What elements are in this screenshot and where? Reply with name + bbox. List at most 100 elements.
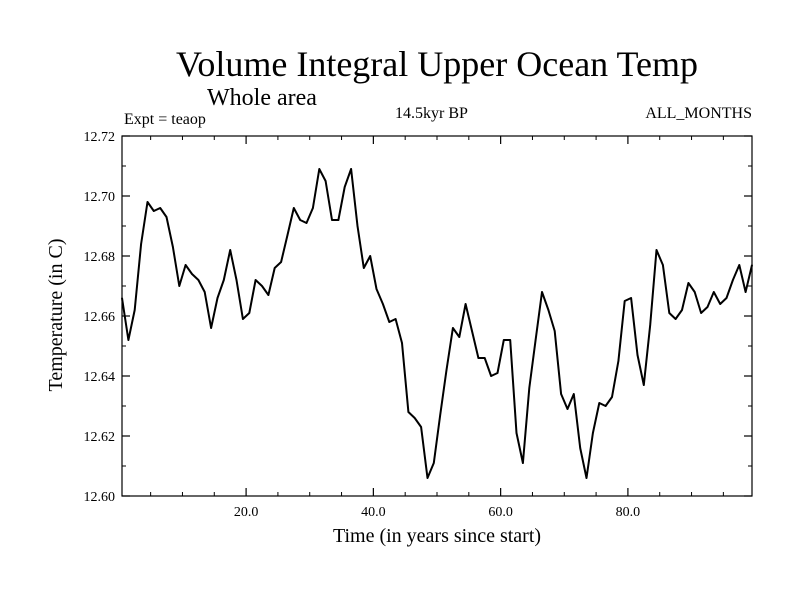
data-point (604, 405, 607, 407)
data-point (146, 201, 149, 203)
data-point (229, 249, 231, 251)
data-point (668, 312, 671, 314)
y-tick-label: 12.72 (84, 130, 116, 145)
data-point (121, 297, 123, 299)
data-point (592, 432, 594, 434)
data-point (528, 387, 531, 389)
data-point (159, 207, 161, 209)
data-point (407, 411, 410, 413)
data-point (178, 285, 181, 287)
experiment-note: Expt = teaop (124, 111, 206, 128)
data-point (433, 462, 435, 464)
data-point (744, 291, 747, 293)
data-point (713, 291, 715, 293)
data-point (649, 324, 651, 326)
data-point (687, 282, 690, 284)
data-point (630, 297, 632, 299)
data-point (732, 279, 734, 281)
data-point (401, 342, 403, 344)
data-point (573, 393, 575, 395)
period-note: 14.5kyr BP (395, 105, 468, 122)
chart-subtitle: Whole area (207, 85, 317, 111)
data-point (197, 279, 200, 281)
data-point (153, 210, 155, 212)
data-point (273, 267, 276, 269)
data-point (127, 339, 130, 341)
data-point (216, 297, 219, 299)
data-point (566, 408, 569, 410)
data-point (617, 360, 620, 362)
x-axis-ticks: 20.0 40.0 60.0 80.0 (150, 136, 724, 520)
data-point (611, 396, 613, 398)
data-point (356, 225, 359, 227)
data-point (248, 312, 251, 314)
data-point (662, 264, 664, 266)
data-point (280, 261, 282, 263)
data-point (693, 291, 696, 293)
data-point (579, 447, 581, 449)
data-point (286, 234, 289, 236)
data-point (483, 357, 486, 359)
y-axis-ticks: 12.60 12.62 12.64 12.66 12.68 12.70 12.72 (84, 130, 752, 505)
data-point (509, 339, 512, 341)
data-point (674, 318, 677, 320)
data-point (382, 303, 384, 305)
data-point (312, 207, 314, 209)
data-point (305, 222, 308, 224)
data-point (738, 264, 741, 266)
data-point (725, 297, 728, 299)
data-point (503, 339, 505, 341)
data-point (464, 303, 467, 305)
data-point (547, 309, 550, 311)
data-point (452, 327, 454, 329)
data-point (375, 288, 378, 290)
data-point (235, 279, 238, 281)
x-tick-label: 20.0 (234, 505, 259, 520)
data-point (751, 264, 753, 266)
data-point (369, 255, 372, 257)
data-point (140, 243, 142, 245)
y-tick-label: 12.68 (84, 250, 116, 265)
data-point (242, 318, 244, 320)
data-point (331, 219, 333, 221)
data-point (706, 306, 709, 308)
data-point (522, 462, 524, 464)
data-point (515, 432, 518, 434)
data-point (343, 186, 346, 188)
data-point (133, 309, 136, 311)
data-point (471, 330, 473, 332)
data-point (496, 372, 499, 374)
data-point (261, 285, 263, 287)
data-point (439, 414, 442, 416)
data-point (388, 321, 391, 323)
data-point (534, 339, 537, 341)
data-point (490, 375, 492, 377)
data-point (681, 309, 683, 311)
data-point (643, 384, 645, 386)
data-point (337, 219, 340, 221)
data-point (363, 267, 365, 269)
y-tick-label: 12.64 (84, 370, 116, 385)
data-point (184, 264, 187, 266)
data-point (636, 354, 639, 356)
data-point (223, 279, 225, 281)
data-point (541, 291, 543, 293)
data-point (477, 357, 480, 359)
data-points (121, 168, 753, 479)
data-point (426, 477, 429, 479)
data-point (165, 216, 168, 218)
y-tick-label: 12.70 (84, 190, 116, 205)
x-tick-label: 80.0 (616, 505, 641, 520)
data-point (267, 294, 270, 296)
data-point (623, 300, 626, 302)
data-point (394, 318, 397, 320)
x-tick-label: 40.0 (361, 505, 386, 520)
data-point (210, 327, 212, 329)
data-point (655, 249, 658, 251)
data-point (203, 291, 206, 293)
data-point (700, 312, 702, 314)
x-tick-label: 60.0 (488, 505, 513, 520)
data-point (458, 336, 461, 338)
x-axis-label: Time (in years since start) (332, 525, 542, 547)
